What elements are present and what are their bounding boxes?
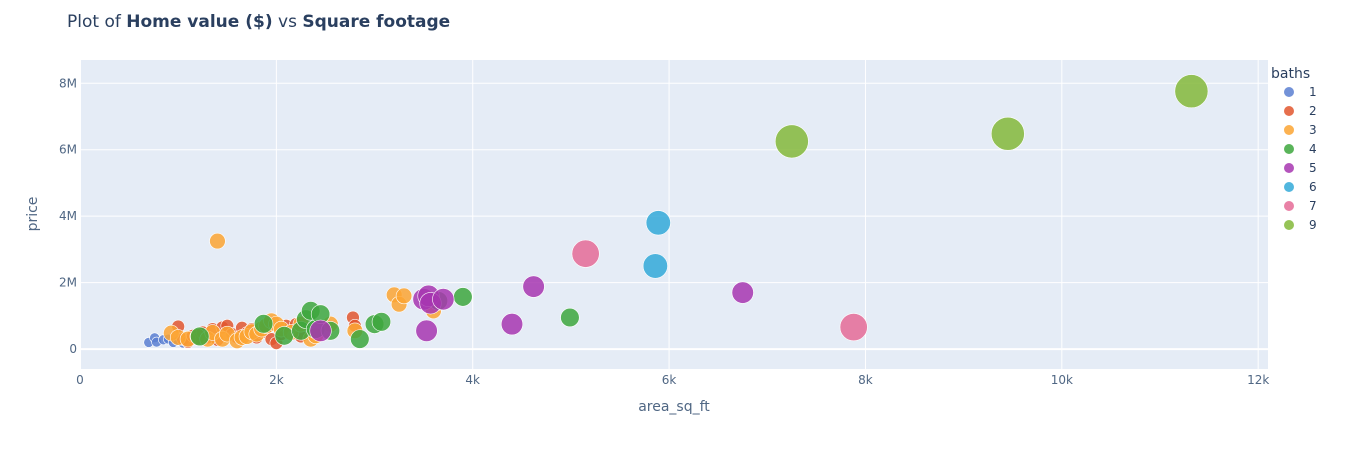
y-tick-label: 6M	[59, 143, 77, 157]
data-point-baths-6[interactable]	[645, 210, 671, 236]
x-tick-label: 8k	[858, 373, 873, 387]
legend-label-baths-4[interactable]: 4	[1309, 142, 1317, 156]
title-middle: vs	[272, 12, 303, 32]
legend-marker-baths-5[interactable]	[1284, 163, 1294, 173]
data-point-baths-6[interactable]	[642, 253, 668, 279]
legend-title: baths	[1271, 66, 1310, 82]
title-y-label: Home value ($)	[126, 12, 273, 32]
chart-title: Plot of Home value ($) vs Square footage	[67, 12, 450, 32]
y-tick-label: 4M	[59, 209, 77, 223]
data-point-baths-7[interactable]	[839, 313, 868, 342]
x-tick-label: 12k	[1247, 373, 1269, 387]
x-tick-label: 2k	[269, 373, 284, 387]
data-point-baths-9[interactable]	[1174, 74, 1209, 109]
title-x-label: Square footage	[302, 12, 451, 32]
data-point-baths-5[interactable]	[500, 313, 524, 336]
legend-label-baths-1[interactable]: 1	[1309, 85, 1317, 99]
legend-label-baths-5[interactable]: 5	[1309, 161, 1317, 175]
data-point-baths-9[interactable]	[774, 124, 809, 159]
x-tick-label: 0	[76, 373, 84, 387]
legend-label-baths-3[interactable]: 3	[1309, 123, 1317, 137]
grid-lines	[79, 60, 1268, 369]
data-point-baths-3[interactable]	[209, 232, 226, 250]
data-point-baths-4[interactable]	[350, 329, 370, 349]
data-point-baths-5[interactable]	[415, 319, 438, 342]
data-point-baths-4[interactable]	[253, 314, 274, 334]
data-point-baths-5[interactable]	[731, 281, 754, 304]
data-point-baths-4[interactable]	[453, 287, 473, 307]
legend-marker-baths-1[interactable]	[1284, 87, 1294, 97]
data-point-baths-4[interactable]	[371, 312, 392, 332]
data-point-baths-9[interactable]	[990, 116, 1025, 151]
data-point-baths-7[interactable]	[571, 239, 600, 268]
data-point-baths-3[interactable]	[395, 287, 413, 305]
legend-marker-baths-2[interactable]	[1284, 106, 1294, 116]
legend-label-baths-6[interactable]: 6	[1309, 180, 1317, 194]
data-point-baths-4[interactable]	[274, 326, 294, 346]
data-point-baths-5[interactable]	[522, 275, 545, 298]
x-axis-ticks: 0 2k 4k 6k 8k 10k 12k	[76, 373, 1269, 387]
y-tick-label: 2M	[59, 276, 77, 290]
legend-marker-baths-7[interactable]	[1284, 201, 1294, 211]
y-tick-label: 8M	[59, 76, 77, 90]
legend: baths 1 2 3 4 5 6 7 9	[1271, 66, 1317, 232]
legend-marker-baths-4[interactable]	[1284, 144, 1294, 154]
legend-marker-baths-3[interactable]	[1284, 125, 1294, 135]
data-point-baths-4[interactable]	[560, 307, 580, 328]
y-axis-title: price	[25, 197, 41, 232]
data-point-baths-5[interactable]	[432, 288, 455, 311]
x-tick-label: 6k	[662, 373, 677, 387]
x-tick-label: 10k	[1051, 373, 1073, 387]
title-prefix: Plot of	[67, 12, 127, 32]
y-axis-ticks: 0 2M 4M 6M 8M	[59, 76, 77, 356]
legend-label-baths-2[interactable]: 2	[1309, 104, 1317, 118]
data-point-baths-4[interactable]	[190, 326, 210, 347]
data-points	[143, 74, 1209, 350]
legend-marker-baths-9[interactable]	[1284, 220, 1294, 230]
legend-label-baths-9[interactable]: 9	[1309, 218, 1317, 232]
legend-label-baths-7[interactable]: 7	[1309, 199, 1317, 213]
legend-marker-baths-6[interactable]	[1284, 182, 1294, 192]
x-tick-label: 4k	[465, 373, 480, 387]
y-tick-label: 0	[69, 342, 77, 356]
data-point-baths-5[interactable]	[309, 319, 332, 342]
x-axis-title: area_sq_ft	[638, 399, 710, 415]
